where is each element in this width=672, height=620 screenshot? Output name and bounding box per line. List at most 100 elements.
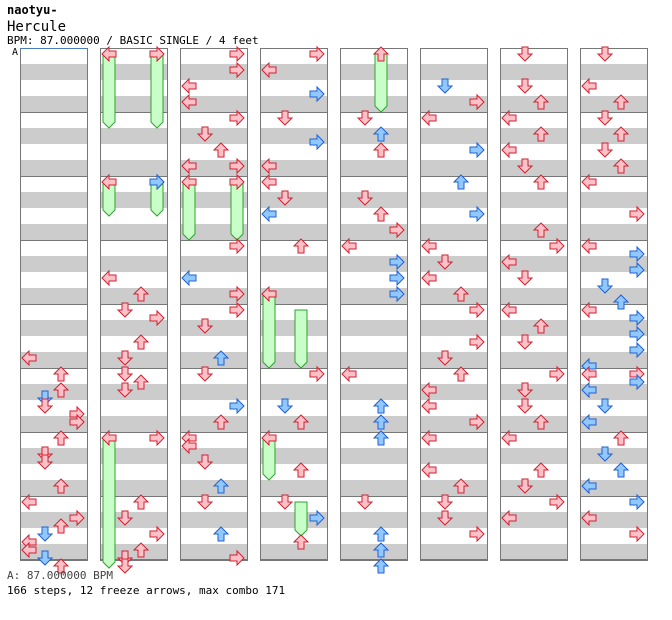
beat-stripe	[100, 320, 168, 336]
beat-stripe	[580, 512, 648, 528]
beat-stripe	[500, 384, 568, 400]
arrow-down-icon	[436, 350, 454, 366]
arrow-up-icon	[372, 430, 390, 446]
beat-stripe	[500, 128, 568, 144]
arrow-left-icon	[261, 205, 277, 223]
beat-stripe	[420, 480, 488, 496]
arrow-right-icon	[549, 365, 565, 383]
arrow-down-icon	[596, 398, 614, 414]
beat-stripe	[260, 448, 328, 464]
beat-stripe	[500, 256, 568, 272]
arrow-down-icon	[436, 510, 454, 526]
beat-stripe	[340, 192, 408, 208]
arrow-up-icon	[292, 534, 310, 550]
arrow-up-icon	[532, 462, 550, 478]
beat-stripe	[180, 256, 248, 272]
arrow-left-icon	[501, 109, 517, 127]
chart-column	[420, 48, 488, 561]
beat-stripe	[100, 160, 168, 176]
arrow-down-icon	[596, 46, 614, 62]
beat-stripe	[100, 128, 168, 144]
beat-stripe	[500, 512, 568, 528]
beat-stripe	[500, 352, 568, 368]
arrow-right-icon	[229, 237, 245, 255]
arrow-down-icon	[196, 454, 214, 470]
arrow-right-icon	[229, 61, 245, 79]
arrow-left-icon	[261, 173, 277, 191]
beat-stripe	[580, 288, 648, 304]
arrow-up-icon	[532, 318, 550, 334]
arrow-up-icon	[372, 126, 390, 142]
beat-stripe	[180, 512, 248, 528]
arrow-left-icon	[421, 381, 437, 399]
arrow-right-icon	[549, 237, 565, 255]
beat-stripe	[100, 416, 168, 432]
arrow-right-icon	[629, 309, 645, 327]
arrow-left-icon	[21, 493, 37, 511]
arrow-down-icon	[116, 302, 134, 318]
arrow-down-icon	[516, 398, 534, 414]
freeze-arrow-body	[230, 181, 244, 241]
arrow-right-icon	[469, 141, 485, 159]
beat-stripe	[100, 544, 168, 560]
arrow-up-icon	[52, 518, 70, 534]
arrow-right-icon	[69, 413, 85, 431]
arrow-left-icon	[21, 541, 37, 559]
arrow-down-icon	[516, 158, 534, 174]
arrow-right-icon	[149, 173, 165, 191]
arrow-left-icon	[181, 93, 197, 111]
arrow-down-icon	[196, 318, 214, 334]
beat-stripe	[340, 96, 408, 112]
arrow-right-icon	[309, 365, 325, 383]
arrow-right-icon	[149, 429, 165, 447]
arrow-down-icon	[196, 494, 214, 510]
beat-stripe	[500, 160, 568, 176]
arrow-up-icon	[372, 206, 390, 222]
beat-stripe	[420, 256, 488, 272]
beat-stripe	[260, 544, 328, 560]
arrow-down-icon	[356, 110, 374, 126]
beat-stripe	[100, 448, 168, 464]
artist-name: naotyu-	[7, 3, 58, 17]
arrow-up-icon	[612, 430, 630, 446]
beat-stripe	[340, 160, 408, 176]
beat-stripe	[580, 448, 648, 464]
arrow-up-icon	[212, 526, 230, 542]
beat-stripe	[180, 128, 248, 144]
arrow-left-icon	[181, 77, 197, 95]
arrow-up-icon	[612, 462, 630, 478]
arrow-left-icon	[261, 285, 277, 303]
beat-stripe	[180, 448, 248, 464]
chart-column	[180, 48, 248, 561]
column-border	[580, 48, 648, 560]
arrow-down-icon	[116, 510, 134, 526]
arrow-right-icon	[309, 45, 325, 63]
arrow-up-icon	[532, 126, 550, 142]
beat-stripe	[20, 288, 88, 304]
arrow-left-icon	[421, 269, 437, 287]
beat-stripe	[20, 256, 88, 272]
arrow-left-icon	[421, 237, 437, 255]
arrow-left-icon	[501, 253, 517, 271]
beat-stripe	[260, 352, 328, 368]
arrow-up-icon	[52, 382, 70, 398]
arrow-down-icon	[436, 78, 454, 94]
arrow-up-icon	[612, 294, 630, 310]
arrow-up-icon	[532, 222, 550, 238]
arrow-up-icon	[52, 366, 70, 382]
arrow-left-icon	[181, 173, 197, 191]
arrow-left-icon	[501, 141, 517, 159]
beat-stripe	[260, 160, 328, 176]
arrow-left-icon	[341, 237, 357, 255]
arrow-down-icon	[516, 78, 534, 94]
arrow-right-icon	[629, 261, 645, 279]
beat-stripe	[340, 416, 408, 432]
beat-stripe	[260, 384, 328, 400]
arrow-down-icon	[36, 454, 54, 470]
column-border	[100, 48, 168, 560]
arrow-right-icon	[149, 45, 165, 63]
freeze-arrow-body	[182, 181, 196, 241]
beat-stripe	[20, 128, 88, 144]
beat-stripe	[340, 128, 408, 144]
